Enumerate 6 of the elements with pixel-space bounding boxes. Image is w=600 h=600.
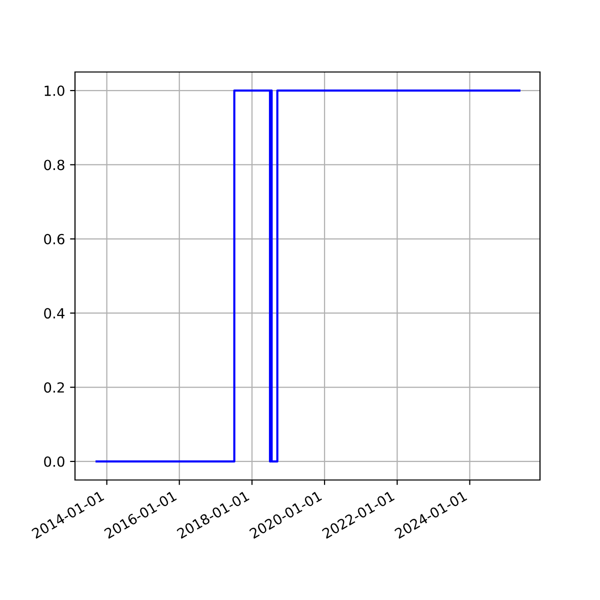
y-tick-label: 0.4 [44, 308, 64, 319]
y-tick-label: 1.0 [44, 86, 64, 96]
y-tick-label: 0.0 [44, 456, 64, 467]
y-tick-label: 0.8 [44, 160, 64, 170]
y-tick-label: 0.6 [44, 234, 64, 244]
y-tick-label: 0.2 [44, 382, 64, 393]
